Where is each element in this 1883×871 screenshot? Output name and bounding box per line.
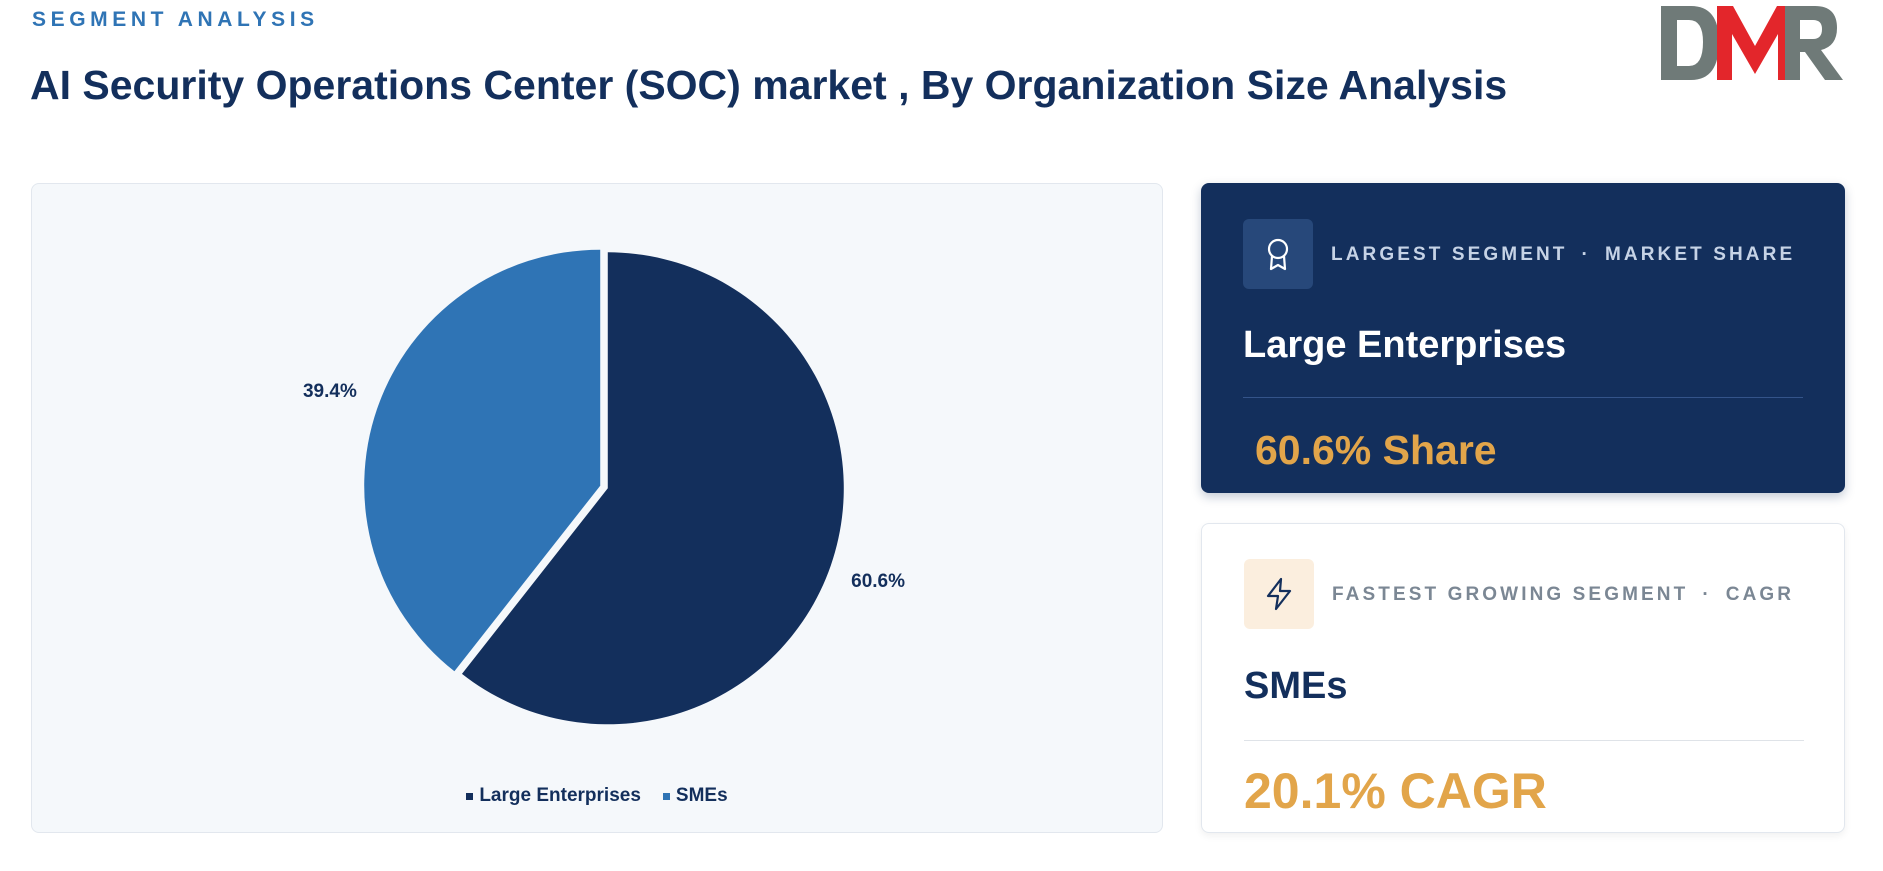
pie-data-label: 60.6% — [851, 571, 905, 592]
pie-chart: 60.6% 39.4% — [303, 249, 905, 725]
pie-data-label: 39.4% — [303, 381, 357, 402]
label-title: FASTEST GROWING SEGMENT — [1332, 584, 1689, 605]
legend-swatch — [662, 792, 670, 800]
legend-label: SMEs — [675, 785, 728, 806]
logo-letter-d — [1661, 6, 1719, 80]
pie-slice-smes — [364, 249, 601, 672]
logo-letter-r — [1785, 6, 1843, 80]
lightning-bolt-icon — [1266, 577, 1292, 611]
fastest-growing-card: FASTEST GROWING SEGMENT · CAGR SMEs 20.1% … — [1201, 523, 1845, 833]
fastest-growing-metric: 20.1% CAGR — [1244, 763, 1547, 819]
label-separator: · — [1702, 584, 1712, 605]
label-separator: · — [1581, 244, 1591, 265]
card-divider — [1244, 740, 1804, 741]
largest-segment-name: Large Enterprises — [1243, 324, 1567, 366]
logo-letter-m — [1717, 6, 1793, 80]
legend-swatch — [466, 792, 474, 800]
chart-panel: 60.6% 39.4% Large Enterprises SMEs — [31, 183, 1163, 833]
chart-legend: Large Enterprises SMEs — [32, 785, 1162, 807]
section-eyebrow: SEGMENT ANALYSIS — [32, 8, 319, 31]
label-title: LARGEST SEGMENT — [1331, 244, 1568, 265]
label-metric-type: CAGR — [1725, 584, 1795, 605]
award-icon-box — [1243, 219, 1313, 289]
largest-segment-card: LARGEST SEGMENT · MARKET SHARE Large Enter… — [1201, 183, 1845, 493]
largest-segment-label: LARGEST SEGMENT · MARKET SHARE — [1331, 244, 1795, 266]
legend-item: Large Enterprises — [466, 785, 641, 807]
label-metric-type: MARKET SHARE — [1604, 244, 1796, 265]
legend-label: Large Enterprises — [479, 785, 641, 806]
dmr-logo-mark — [1661, 6, 1843, 80]
card-divider — [1243, 397, 1803, 398]
fastest-growing-label: FASTEST GROWING SEGMENT · CAGR — [1332, 584, 1794, 606]
largest-segment-metric: 60.6% Share — [1255, 427, 1497, 473]
fastest-growing-name: SMEs — [1244, 665, 1348, 707]
pie-slice-large-enterprises — [461, 252, 844, 725]
bolt-icon-box — [1244, 559, 1314, 629]
award-ribbon-icon — [1267, 238, 1289, 271]
page-title: AI Security Operations Center (SOC) mark… — [30, 62, 1508, 108]
dmr-logo — [1657, 0, 1847, 86]
legend-item: SMEs — [662, 785, 728, 807]
